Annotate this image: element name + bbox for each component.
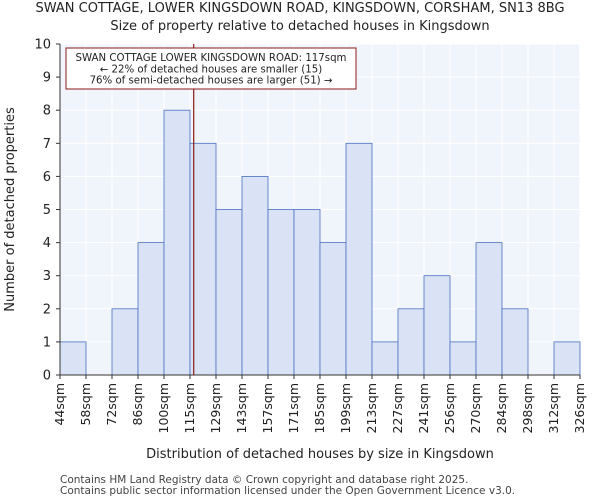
histogram-bar xyxy=(319,242,347,376)
annotation-line: 76% of semi-detached houses are larger (… xyxy=(90,76,333,87)
histogram-bar xyxy=(137,242,165,376)
annotation-frame xyxy=(65,47,357,90)
footer-line-1: Contains HM Land Registry data © Crown c… xyxy=(60,474,469,486)
x-ticks: 44sqm 58sqm 72sqm 86sqm 100sqm 115sqm 129sqm 14… xyxy=(52,375,587,433)
x-tick-label: 270sqm xyxy=(468,383,483,433)
histogram-bar xyxy=(553,341,581,376)
x-tick-label: 86sqm xyxy=(130,383,145,426)
histogram-bar xyxy=(189,142,217,376)
histogram-bar xyxy=(59,341,87,376)
annotation-line: ← 22% of detached houses are smaller (15… xyxy=(100,64,322,75)
chart-title: SWAN COTTAGE, LOWER KINGSDOWN ROAD, KING… xyxy=(35,1,565,16)
x-tick-label: 298sqm xyxy=(520,383,535,433)
y-tick-label: 6 xyxy=(43,170,51,185)
x-tick-label: 129sqm xyxy=(208,383,223,433)
histogram-bar xyxy=(397,308,425,376)
histogram-bar xyxy=(501,308,529,376)
x-tick-label: 157sqm xyxy=(260,383,275,433)
y-tick-label: 0 xyxy=(43,369,51,384)
x-tick-label: 115sqm xyxy=(182,383,197,433)
bars xyxy=(59,44,581,376)
x-axis-label: Distribution of detached houses by size … xyxy=(146,447,494,462)
histogram-bar xyxy=(215,209,243,376)
x-tick-label: 326sqm xyxy=(572,383,587,433)
x-tick-label: 284sqm xyxy=(494,383,509,433)
y-tick-label: 5 xyxy=(43,203,51,218)
y-tick-label: 9 xyxy=(43,71,51,86)
x-tick-label: 58sqm xyxy=(78,383,93,426)
annotation-line: SWAN COTTAGE LOWER KINGSDOWN ROAD: 117sq… xyxy=(76,53,347,64)
y-tick-label: 4 xyxy=(43,236,51,251)
x-tick-label: 72sqm xyxy=(104,383,119,426)
histogram-bar xyxy=(267,209,295,376)
x-tick-label: 44sqm xyxy=(52,383,67,426)
histogram-bar xyxy=(475,242,503,376)
y-tick-label: 1 xyxy=(43,335,51,350)
histogram-bar xyxy=(241,175,269,376)
x-tick-label: 256sqm xyxy=(442,383,457,433)
x-tick-label: 143sqm xyxy=(234,383,249,433)
footer-line-2: Contains public sector information licen… xyxy=(60,485,516,497)
x-tick-label: 227sqm xyxy=(390,383,405,433)
y-ticks: 0 1 2 3 4 5 6 7 8 9 10 xyxy=(34,38,60,384)
histogram-bar xyxy=(423,275,451,376)
y-tick-label: 3 xyxy=(43,269,51,284)
histogram-bar xyxy=(345,142,373,376)
histogram-bar xyxy=(163,109,191,376)
histogram-bar xyxy=(293,209,321,376)
x-tick-label: 312sqm xyxy=(546,383,561,433)
chart-subtitle: Size of property relative to detached ho… xyxy=(110,19,490,34)
x-tick-label: 185sqm xyxy=(312,383,327,433)
y-axis-label: Number of detached properties xyxy=(3,107,18,312)
y-tick-label: 2 xyxy=(43,302,51,317)
histogram-bar xyxy=(449,341,477,376)
y-tick-label: 8 xyxy=(43,104,51,119)
histogram-bar xyxy=(111,308,139,376)
y-tick-label: 7 xyxy=(43,137,51,152)
x-tick-label: 100sqm xyxy=(156,383,171,433)
annotation-box: SWAN COTTAGE LOWER KINGSDOWN ROAD: 117sq… xyxy=(65,47,357,90)
x-tick-label: 199sqm xyxy=(338,383,353,433)
y-tick-label: 10 xyxy=(34,38,51,53)
x-tick-label: 241sqm xyxy=(416,383,431,433)
histogram-bar xyxy=(371,341,399,376)
x-tick-label: 171sqm xyxy=(286,383,301,433)
x-tick-label: 213sqm xyxy=(364,383,379,433)
